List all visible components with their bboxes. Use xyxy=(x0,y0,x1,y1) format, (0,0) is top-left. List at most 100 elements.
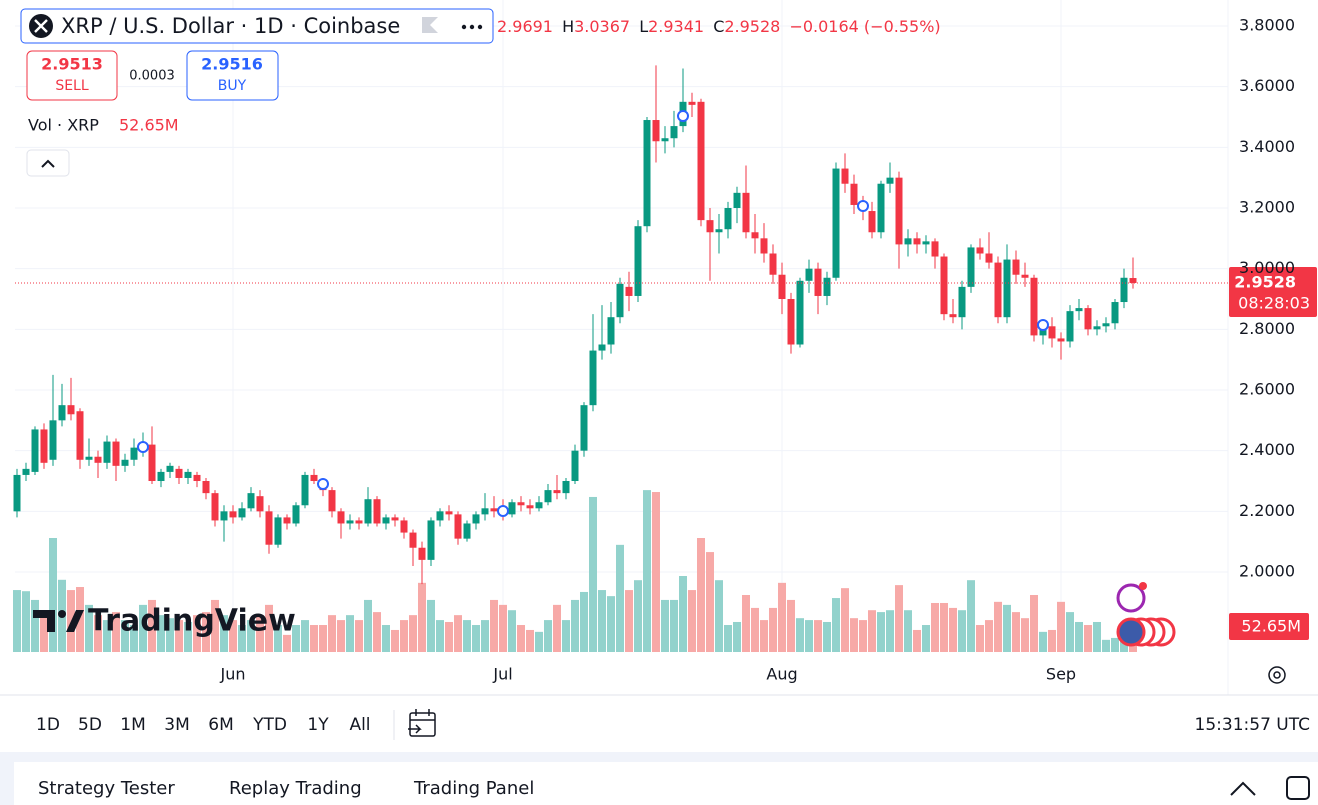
symbol-box[interactable] xyxy=(20,8,494,44)
volume-bar xyxy=(1021,618,1029,652)
buy-price[interactable]: 2.9516 xyxy=(201,55,263,74)
volume-bar xyxy=(1111,637,1119,652)
symbol-title[interactable]: XRP / U.S. Dollar · 1D · Coinbase xyxy=(61,14,400,38)
panel-maximize[interactable] xyxy=(1286,776,1310,800)
volume-bar xyxy=(112,612,120,652)
volume-legend-value: 52.65M xyxy=(119,116,179,135)
panel-expand[interactable] xyxy=(1230,781,1256,796)
volume-bar xyxy=(481,620,489,652)
volume-bar xyxy=(616,544,624,652)
volume-bar xyxy=(292,625,300,652)
volume-bar xyxy=(1057,601,1065,652)
volume-bar xyxy=(346,615,354,652)
event-marker[interactable] xyxy=(1037,319,1049,331)
event-marker[interactable] xyxy=(677,110,689,122)
volume-bar xyxy=(580,591,588,652)
event-marker[interactable] xyxy=(857,200,869,212)
candle-body xyxy=(508,502,516,515)
volume-bar xyxy=(1048,629,1056,652)
volume-bar xyxy=(130,625,138,652)
volume-bar xyxy=(823,621,831,652)
range-button[interactable]: 6M xyxy=(208,715,233,735)
countdown: 08:28:03 xyxy=(1238,294,1310,313)
buy-label[interactable]: BUY xyxy=(218,78,247,94)
settings-icon[interactable] xyxy=(1268,666,1286,684)
volume-bar xyxy=(598,590,606,652)
bottom-tab[interactable]: Trading Panel xyxy=(413,778,534,799)
volume-bar xyxy=(1102,639,1110,652)
volume-bar xyxy=(517,625,525,652)
last-price-tag xyxy=(1229,267,1317,317)
y-tick-label: 3.0000 xyxy=(1239,258,1295,277)
range-button[interactable]: 1D xyxy=(36,715,60,735)
event-marker[interactable] xyxy=(317,478,329,490)
range-button[interactable]: 3M xyxy=(164,715,189,735)
bottom-tab[interactable]: Strategy Tester xyxy=(38,778,175,799)
candle-body xyxy=(517,502,525,506)
sell-label[interactable]: SELL xyxy=(55,78,89,94)
candle-body xyxy=(472,514,480,524)
volume-bar xyxy=(589,496,597,652)
volume-bar xyxy=(373,612,381,652)
volume-bar xyxy=(1030,595,1038,652)
range-button[interactable]: YTD xyxy=(252,715,287,735)
volume-legend-label: Vol · XRP xyxy=(28,116,99,135)
volume-bar xyxy=(355,620,363,652)
range-button[interactable]: All xyxy=(349,715,370,735)
candle-body xyxy=(445,511,453,515)
candle-body xyxy=(832,168,840,278)
y-tick-label: 3.8000 xyxy=(1239,15,1295,34)
candle-body xyxy=(724,207,732,230)
candle-body xyxy=(1066,311,1074,342)
candle-body xyxy=(382,517,390,524)
collapse-button[interactable] xyxy=(26,149,70,177)
volume-bar xyxy=(940,602,948,652)
volume-bar xyxy=(634,580,642,652)
flag-icon[interactable] xyxy=(422,17,438,33)
more-icon[interactable] xyxy=(461,24,483,30)
volume-bar xyxy=(796,618,804,652)
candle-body xyxy=(778,274,786,299)
event-markers[interactable] xyxy=(137,110,1049,517)
candles xyxy=(13,65,1228,585)
y-tick-label: 2.4000 xyxy=(1239,440,1295,459)
candle-body xyxy=(490,508,498,512)
volume-bar xyxy=(850,618,858,652)
volume-bar xyxy=(724,625,732,652)
volume-bar xyxy=(382,625,390,652)
candle-body xyxy=(1111,302,1119,324)
candle-body xyxy=(1102,323,1110,327)
volume-bar xyxy=(607,596,615,652)
volume-bar xyxy=(760,620,768,652)
event-marker[interactable] xyxy=(137,441,149,453)
panel-gap-left xyxy=(0,752,14,805)
range-button[interactable]: 1M xyxy=(120,715,145,735)
candle-body xyxy=(535,502,543,509)
buy-button[interactable] xyxy=(186,50,279,101)
candle-body xyxy=(310,474,318,482)
candle-body xyxy=(598,344,606,351)
candle-body xyxy=(922,241,930,245)
volume-bar xyxy=(805,620,813,652)
volume-bar xyxy=(922,625,930,652)
bottom-tab[interactable]: Replay Trading xyxy=(229,778,362,799)
volume-bar xyxy=(265,604,273,652)
overlay-icons[interactable] xyxy=(1116,582,1176,647)
sell-button[interactable] xyxy=(26,50,118,101)
volume-bar xyxy=(706,552,714,652)
date-range-icon[interactable] xyxy=(408,709,436,737)
volume-bar xyxy=(679,576,687,652)
x-tick-label: Jul xyxy=(492,665,512,684)
candle-body xyxy=(22,468,30,475)
y-tick-label: 3.4000 xyxy=(1239,137,1295,156)
sell-price[interactable]: 2.9513 xyxy=(41,55,103,74)
event-marker[interactable] xyxy=(497,505,509,517)
volume-bar xyxy=(553,604,561,652)
candle-body xyxy=(661,138,669,142)
range-button[interactable]: 5D xyxy=(78,715,102,735)
candle-body xyxy=(697,101,705,221)
range-button[interactable]: 1Y xyxy=(307,715,329,735)
candle-body xyxy=(994,262,1002,318)
tradingview-logo: TradingView xyxy=(33,604,296,639)
clock: 15:31:57 UTC xyxy=(1195,715,1310,735)
